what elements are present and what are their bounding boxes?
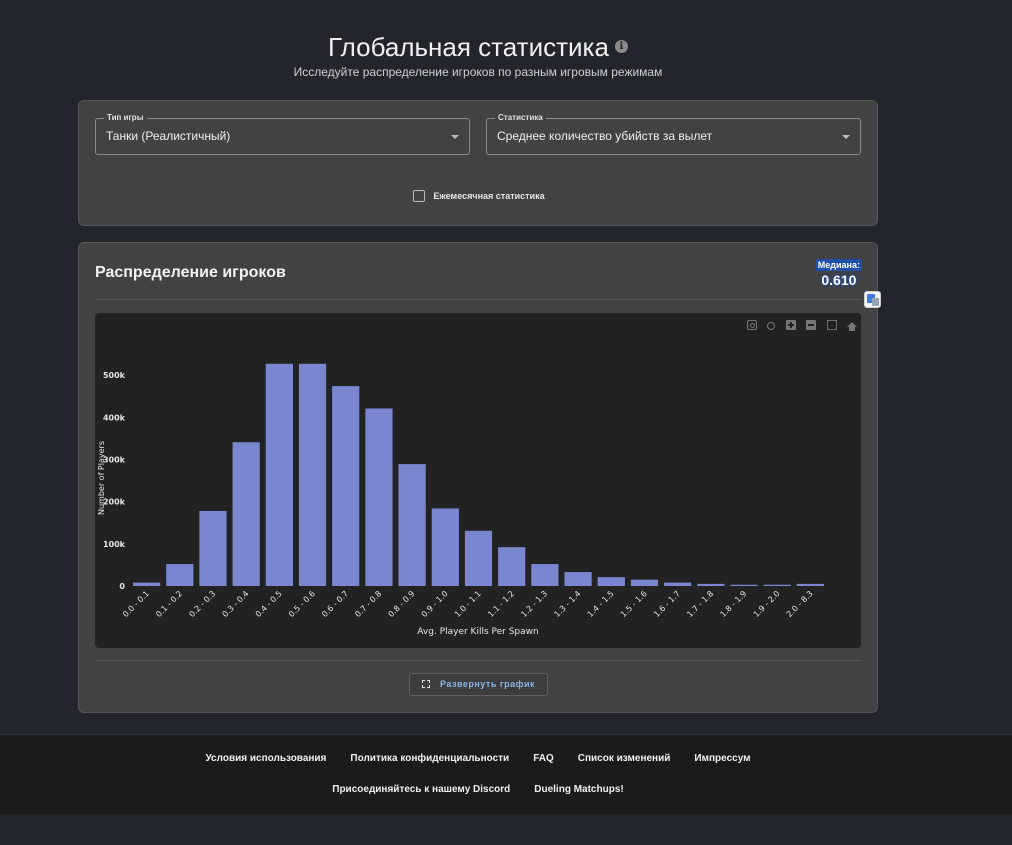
footer-link[interactable]: Dueling Matchups! bbox=[534, 784, 624, 795]
zoom-in-icon[interactable] bbox=[785, 320, 796, 330]
filters-card: Тип игры Танки (Реалистичный) Статистика… bbox=[78, 100, 878, 226]
x-tick-label: 1.1 - 1.2 bbox=[486, 589, 516, 619]
monthly-stats-label[interactable]: Ежемесячная статистика bbox=[433, 191, 545, 201]
bar bbox=[431, 508, 459, 586]
bar bbox=[298, 363, 327, 586]
x-tick-label: 1.9 - 2.0 bbox=[752, 589, 782, 619]
expand-chart-label: Развернуть график bbox=[439, 679, 536, 690]
statistic-label: Статистика bbox=[495, 113, 546, 123]
statistic-select[interactable]: Статистика Среднее количество убийств за… bbox=[486, 113, 861, 155]
autoscale-icon[interactable] bbox=[826, 320, 837, 330]
bar bbox=[796, 583, 825, 586]
footer-links-row: Условия использования Политика конфиденци… bbox=[0, 753, 956, 764]
x-tick-label: 0.9 - 1.0 bbox=[420, 589, 450, 619]
bar bbox=[763, 584, 791, 586]
footer-link[interactable]: Условия использования bbox=[205, 753, 327, 764]
y-tick-label: 200k bbox=[103, 498, 126, 507]
zoom-out-icon[interactable] bbox=[806, 320, 817, 330]
y-tick-label: 100k bbox=[103, 540, 126, 549]
translate-icon[interactable] bbox=[864, 291, 881, 308]
footer-link[interactable]: Список изменений bbox=[577, 753, 671, 764]
footer-links-row: Присоединяйтесь к нашему Discord Dueling … bbox=[0, 784, 956, 795]
x-tick-label: 1.2 - 1.3 bbox=[519, 589, 549, 619]
page-subtitle: Исследуйте распределение игроков по разн… bbox=[293, 65, 663, 79]
bar bbox=[464, 530, 493, 586]
game-type-select[interactable]: Тип игры Танки (Реалистичный) bbox=[95, 113, 470, 155]
median-value: 0.610 bbox=[821, 272, 857, 288]
x-tick-label: 0.6 - 0.7 bbox=[320, 589, 350, 619]
footer-link[interactable]: Присоединяйтесь к нашему Discord bbox=[332, 784, 511, 795]
x-tick-label: 0.1 - 0.2 bbox=[154, 589, 184, 619]
bar bbox=[365, 408, 393, 586]
x-tick-label: 0.2 - 0.3 bbox=[187, 589, 217, 619]
divider bbox=[95, 660, 861, 661]
bar bbox=[132, 582, 161, 586]
distribution-card: Распределение игроков Медиана: 0.610 0 10… bbox=[78, 242, 878, 713]
x-tick-label: 0.5 - 0.6 bbox=[287, 589, 317, 619]
chevron-down-icon bbox=[842, 135, 850, 139]
x-tick-label: 0.4 - 0.5 bbox=[254, 589, 284, 619]
x-tick-label: 1.4 - 1.5 bbox=[586, 589, 616, 619]
game-type-value: Танки (Реалистичный) bbox=[106, 129, 231, 143]
footer: Условия использования Политика конфиденци… bbox=[0, 734, 1012, 814]
median-label: Медиана: bbox=[815, 259, 862, 271]
statistic-value: Среднее количество убийств за вылет bbox=[497, 129, 713, 143]
bar bbox=[630, 579, 659, 586]
chevron-down-icon bbox=[451, 135, 459, 139]
y-tick-label: 400k bbox=[103, 413, 126, 422]
bar bbox=[697, 583, 725, 586]
x-tick-label: 1.3 - 1.4 bbox=[552, 589, 582, 619]
y-tick-label: 500k bbox=[103, 371, 126, 380]
bar bbox=[265, 363, 293, 586]
chart-modebar bbox=[741, 317, 857, 331]
bar bbox=[597, 577, 625, 586]
x-tick-label: 1.7 - 1.8 bbox=[685, 589, 715, 619]
bar bbox=[199, 510, 227, 586]
zoom-icon[interactable] bbox=[767, 322, 776, 330]
x-tick-label: 0.0 - 0.1 bbox=[121, 589, 151, 619]
x-axis-label: Avg. Player Kills Per Spawn bbox=[417, 627, 538, 637]
camera-icon[interactable] bbox=[746, 320, 757, 330]
divider bbox=[95, 299, 861, 300]
x-tick-label: 0.7 - 0.8 bbox=[353, 589, 383, 619]
distribution-heading: Распределение игроков bbox=[95, 264, 286, 281]
expand-chart-button[interactable]: Развернуть график bbox=[409, 673, 548, 696]
bar bbox=[166, 564, 194, 586]
page-title: Глобальная статистика i bbox=[0, 32, 956, 63]
home-icon[interactable] bbox=[847, 322, 857, 331]
x-tick-label: 0.3 - 0.4 bbox=[221, 589, 251, 619]
bar bbox=[498, 547, 526, 586]
x-tick-label: 1.6 - 1.7 bbox=[652, 589, 682, 619]
monthly-stats-toggle: Ежемесячная статистика bbox=[79, 190, 879, 202]
bar bbox=[531, 564, 559, 586]
median-badge: Медиана: 0.610 bbox=[815, 259, 862, 288]
x-tick-label: 1.5 - 1.6 bbox=[619, 589, 649, 619]
bar bbox=[232, 442, 260, 586]
y-axis-label: Number of Players bbox=[97, 441, 106, 515]
x-tick-label: 1.0 - 1.1 bbox=[453, 589, 483, 619]
game-type-label: Тип игры bbox=[104, 113, 147, 123]
footer-link[interactable]: Импрессум bbox=[694, 753, 751, 764]
bar bbox=[564, 572, 592, 586]
x-tick-label: 0.8 - 0.9 bbox=[387, 589, 417, 619]
y-tick-label: 0 bbox=[119, 582, 125, 591]
bar bbox=[664, 582, 692, 586]
footer-link[interactable]: Политика конфиденциальности bbox=[350, 753, 510, 764]
monthly-stats-checkbox[interactable] bbox=[413, 190, 426, 202]
y-tick-label: 300k bbox=[103, 456, 126, 465]
x-tick-label: 2.0 - 8.3 bbox=[785, 589, 815, 619]
info-icon[interactable]: i bbox=[614, 39, 628, 53]
page-title-text: Глобальная статистика bbox=[328, 32, 609, 62]
footer-link[interactable]: FAQ bbox=[533, 753, 554, 764]
bar bbox=[332, 386, 360, 586]
x-tick-label: 1.8 - 1.9 bbox=[718, 589, 748, 619]
chart-plot-area: 0 100k 200k 300k 400k 500k 0.0 - 0.1 0.1 - 0.2 0… bbox=[95, 313, 861, 648]
bar bbox=[398, 464, 426, 586]
fullscreen-icon bbox=[421, 679, 430, 688]
bar bbox=[730, 584, 758, 586]
